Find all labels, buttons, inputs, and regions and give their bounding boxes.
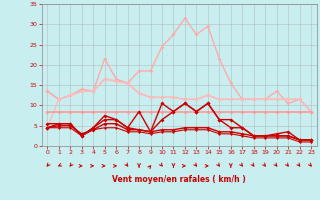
X-axis label: Vent moyen/en rafales ( km/h ): Vent moyen/en rafales ( km/h ) bbox=[112, 175, 246, 184]
